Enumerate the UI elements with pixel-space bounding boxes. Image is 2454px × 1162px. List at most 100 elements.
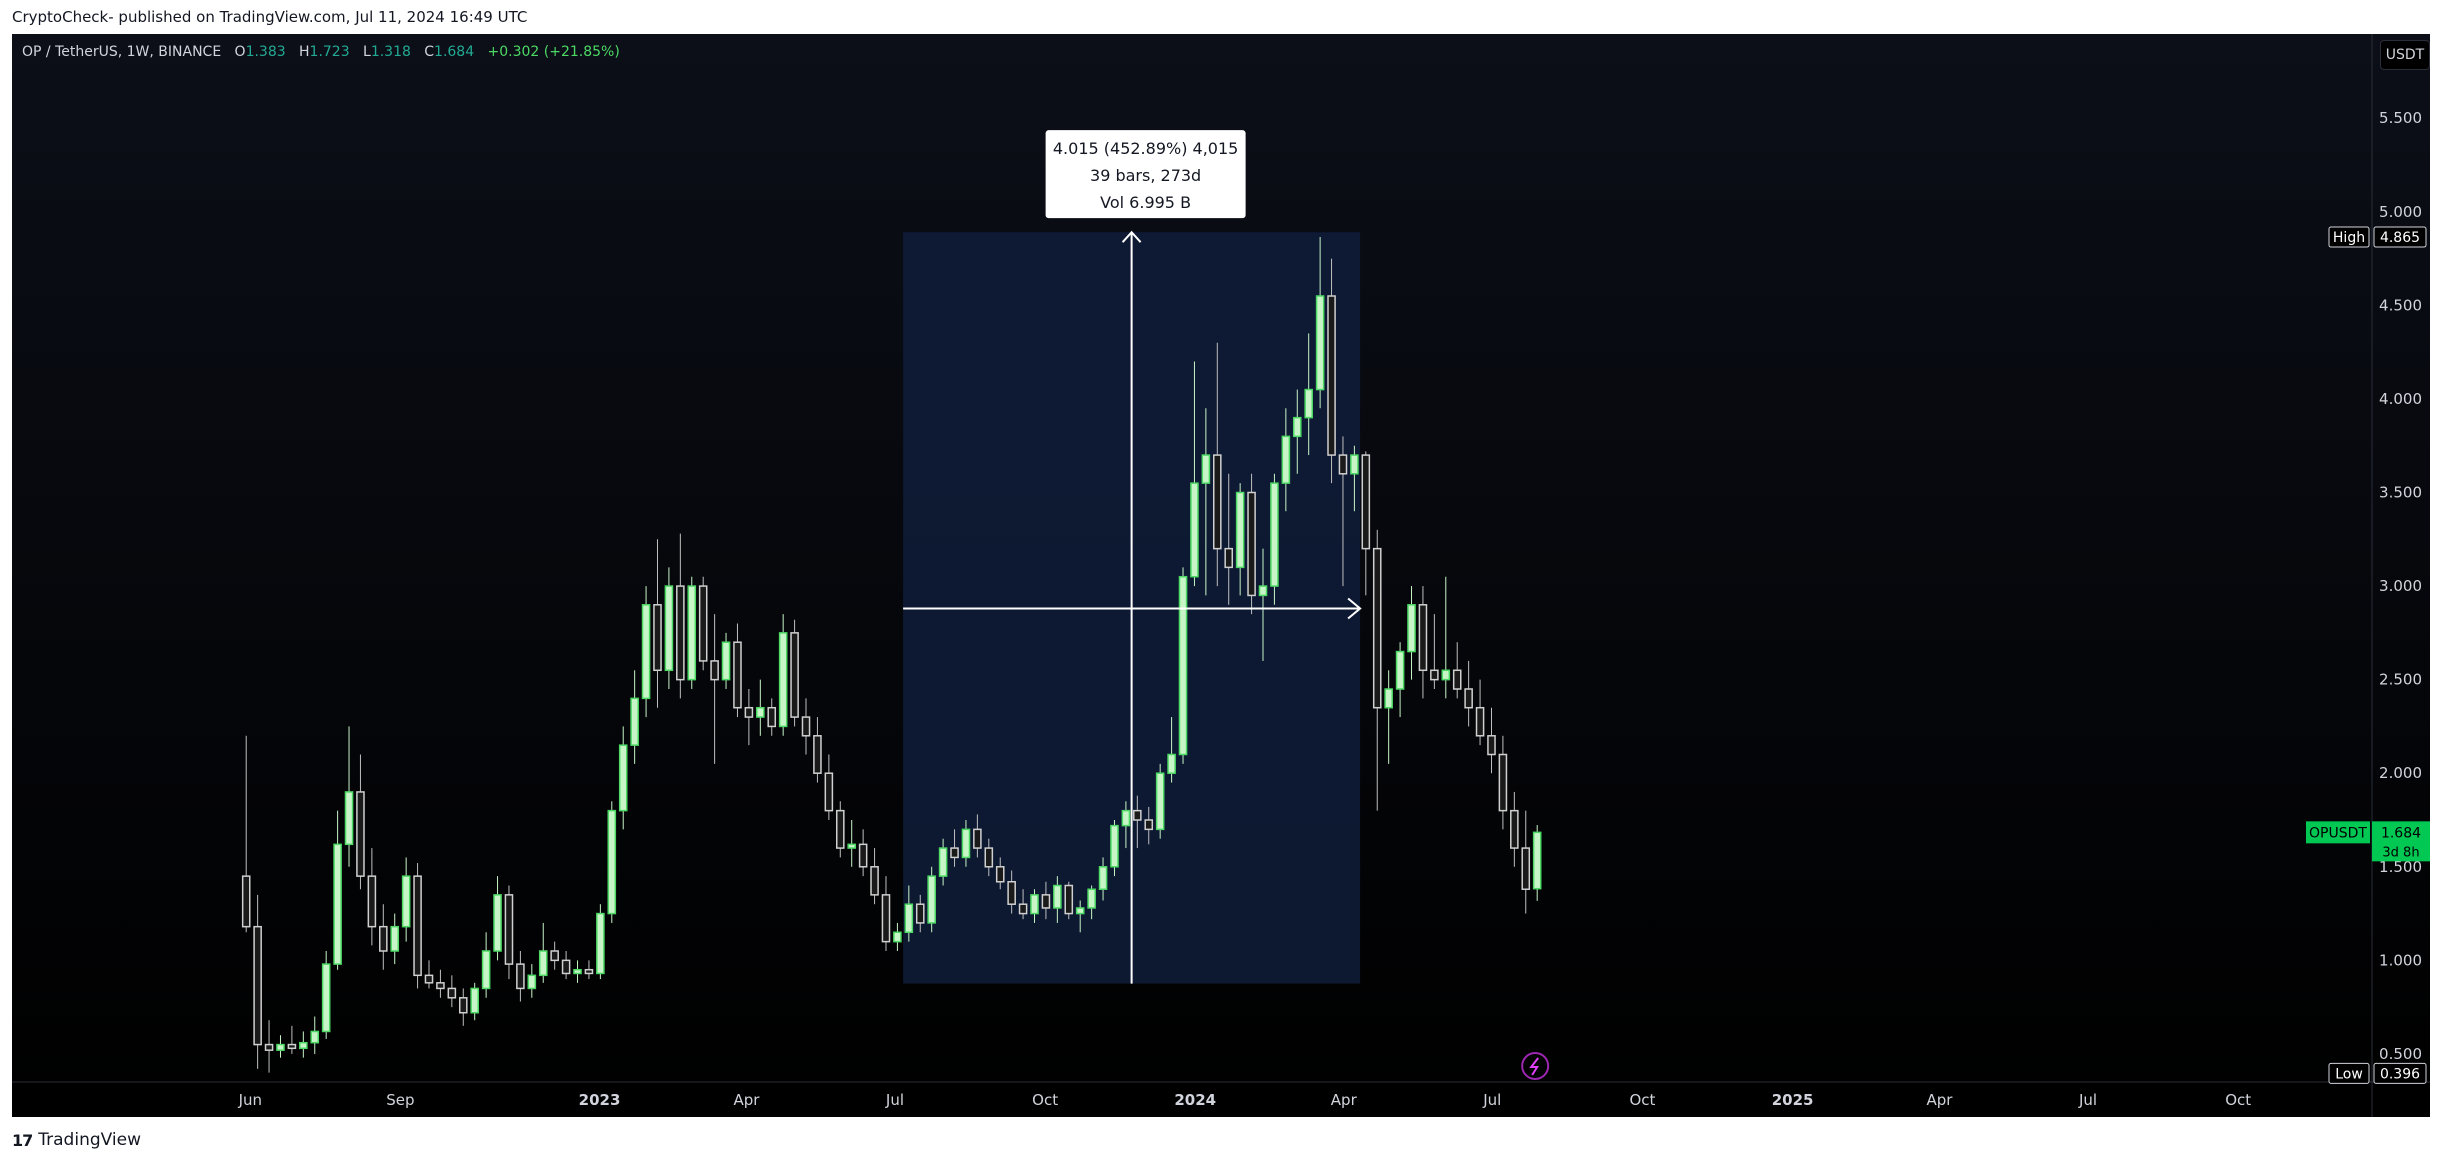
high-label-box [2328, 226, 2370, 248]
legend-open-label: O [234, 44, 246, 60]
legend-low-label: L [363, 44, 371, 60]
candle-body [1372, 547, 1382, 709]
candle-body [1532, 831, 1542, 890]
candle-body [436, 982, 445, 990]
chart-area[interactable]: 4.015 (452.89%) 4,015 39 bars, 273d Vol 6.… [12, 34, 2430, 1117]
candle-body [995, 866, 1005, 883]
candle-body [881, 894, 891, 943]
candle-body [641, 604, 651, 700]
candle-body [1384, 688, 1393, 709]
high-value-text: 4.865 [2380, 230, 2420, 246]
candle-body [1430, 669, 1439, 681]
candle-body [721, 641, 731, 681]
price-chart[interactable]: 4.015 (452.89%) 4,015 39 bars, 273d Vol 6.… [12, 34, 2430, 1117]
candle-body [778, 632, 788, 728]
candle-body [1224, 547, 1234, 569]
candle-body [676, 585, 685, 681]
candle-body [379, 925, 388, 952]
footer-bar: 17 TradingView [0, 1117, 2454, 1162]
candle-body [481, 950, 491, 990]
candle-body [1258, 585, 1268, 597]
publish-header: CryptoCheck- published on TradingView.co… [0, 0, 2454, 34]
time-tick-label: 2024 [1174, 1091, 1216, 1109]
candle-body [904, 903, 914, 934]
candle-body [835, 809, 845, 849]
candle-body [813, 735, 822, 774]
candle-body [1053, 884, 1062, 909]
candle-body [1201, 454, 1211, 484]
candle-body [653, 604, 662, 672]
candle-body [1018, 903, 1028, 915]
candle-body [1510, 809, 1519, 849]
candle-body [504, 894, 514, 965]
candle-body [299, 1041, 308, 1050]
candle-body [1452, 669, 1462, 690]
candle-body [413, 875, 422, 977]
price-tick-label: 4.500 [2379, 296, 2422, 314]
candle-body [1498, 753, 1508, 812]
candle-body [1133, 809, 1142, 821]
candle-body [1087, 888, 1096, 909]
candle-body [356, 791, 365, 877]
candle-body [264, 1043, 274, 1051]
legend-high-value: 1.723 [309, 44, 350, 60]
price-tick-label: 2.500 [2379, 671, 2422, 689]
price-tick-label: 1.000 [2379, 951, 2422, 969]
candle-body [1304, 388, 1313, 419]
legend-change: +0.302 (+21.85%) [487, 44, 620, 60]
candle-body [458, 997, 468, 1014]
high-value-box [2373, 226, 2427, 248]
candle-body [1098, 866, 1108, 890]
candle-body [984, 847, 994, 868]
time-tick-label: Apr [1331, 1091, 1358, 1109]
candle-body [870, 866, 879, 896]
measure-arrow-head-right [1347, 597, 1362, 620]
symbol-tag-box [2306, 821, 2370, 844]
high-label-text: High [2333, 230, 2365, 246]
legend-close-label: C [424, 44, 435, 60]
candle-body [733, 641, 742, 709]
candle-body [1110, 824, 1119, 868]
candle-body [1361, 454, 1371, 550]
low-value-text: 0.396 [2380, 1066, 2420, 1082]
candle-body [1292, 416, 1302, 438]
candle-body [790, 632, 799, 718]
candle-body [1007, 881, 1016, 905]
candle-body [973, 828, 982, 849]
candle-body [550, 950, 559, 962]
candle-body [333, 843, 342, 965]
candle-body [596, 912, 605, 975]
candle-body [698, 585, 708, 662]
candle-body [744, 706, 754, 718]
time-tick-label: Jul [1482, 1091, 1501, 1109]
price-tick-label: 5.000 [2379, 203, 2422, 221]
candle-body [310, 1030, 320, 1044]
last-price-text: 1.684 [2381, 825, 2421, 841]
candle-body [1395, 650, 1405, 690]
low-label-box [2328, 1062, 2370, 1084]
tradingview-brand[interactable]: 17 TradingView [12, 1129, 141, 1151]
candle-body [1144, 819, 1154, 831]
candle-body [1064, 884, 1074, 915]
candle-body [1475, 706, 1485, 737]
candle-body [1270, 482, 1279, 587]
candle-body [1167, 753, 1176, 774]
candle-body [767, 706, 777, 728]
candle-body [390, 925, 400, 952]
candle-body [447, 987, 457, 999]
currency-button[interactable]: USDT [2380, 40, 2430, 70]
candle-body [1418, 604, 1428, 672]
candle-body [424, 974, 434, 984]
lightning-bolt-icon [1529, 1057, 1539, 1076]
candle-body [1213, 454, 1222, 550]
published-line: CryptoCheck- published on TradingView.co… [12, 8, 528, 26]
candle-body [538, 950, 548, 977]
candle-body [847, 843, 857, 849]
candle-body [276, 1043, 285, 1051]
candle-body [1075, 907, 1085, 915]
candle-body [470, 987, 479, 1014]
last-price-box [2372, 821, 2430, 862]
candle-body [893, 931, 902, 943]
candle-body [1350, 454, 1359, 475]
legend-low-value: 1.318 [370, 44, 411, 60]
